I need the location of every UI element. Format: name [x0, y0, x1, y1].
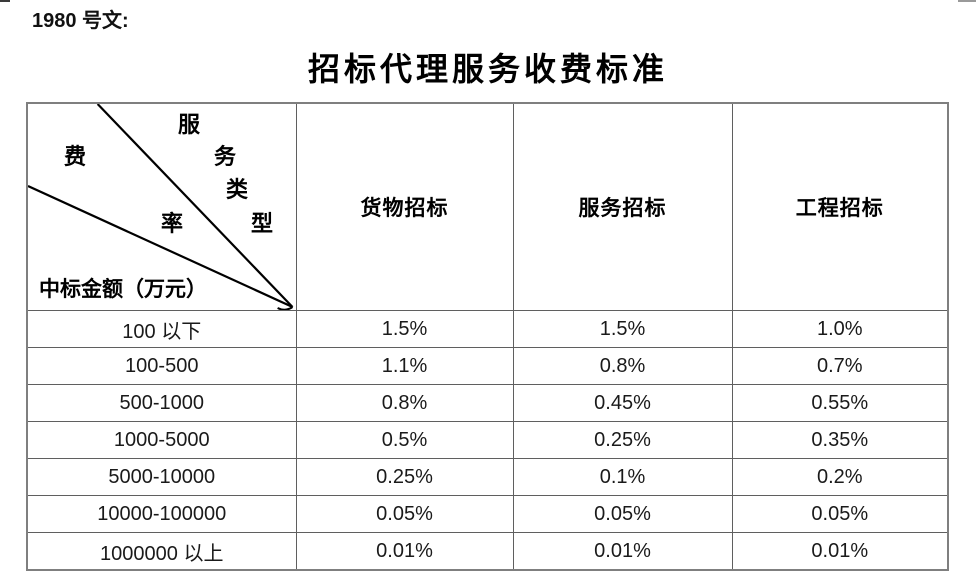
doc-number: 1980 号文: [32, 10, 129, 32]
rate-cell: 0.25% [512, 421, 733, 459]
page-title: 招标代理服务收费标准 [307, 51, 668, 87]
rate-cell: 0.45% [512, 384, 733, 422]
column-header-engineering-bidding: 工程招标 [731, 102, 949, 311]
fee-standard-table: 服 务 类 型 费 率 中标金额（万元） 货物招标 服务招标 工程招标 100 … [26, 102, 949, 571]
corner-label-service-type-char: 型 [251, 211, 274, 236]
table-row: 100-500 1.1% 0.8% 0.7% [26, 347, 949, 385]
corner-label-bid-amount: 中标金额（万元） [39, 277, 207, 301]
rate-cell: 1.5% [512, 310, 733, 348]
rate-cell: 0.05% [295, 495, 514, 533]
table-row: 500-1000 0.8% 0.45% 0.55% [26, 384, 949, 422]
corner-label-fee-rate-char: 率 [161, 211, 184, 236]
rate-cell: 0.7% [731, 347, 949, 385]
rate-cell: 0.01% [295, 532, 514, 571]
amount-bracket-cell: 10000-100000 [26, 495, 297, 533]
rate-cell: 1.5% [295, 310, 514, 348]
amount-bracket-cell: 1000000 以上 [26, 532, 297, 571]
amount-bracket-cell: 100 以下 [26, 310, 297, 348]
table-row: 10000-100000 0.05% 0.05% 0.05% [26, 495, 949, 533]
screen-edge-artifact-right [958, 0, 976, 2]
column-header-goods-bidding: 货物招标 [295, 102, 514, 311]
rate-cell: 0.25% [295, 458, 514, 496]
rate-cell: 0.35% [731, 421, 949, 459]
rate-cell: 1.1% [295, 347, 514, 385]
corner-label-service-type-char: 类 [226, 177, 249, 202]
rate-cell: 0.8% [512, 347, 733, 385]
table-row: 100 以下 1.5% 1.5% 1.0% [26, 310, 949, 348]
amount-bracket-cell: 500-1000 [26, 384, 297, 422]
column-header-service-bidding: 服务招标 [512, 102, 733, 311]
table-row: 1000000 以上 0.01% 0.01% 0.01% [26, 532, 949, 571]
corner-label-service-type-char: 务 [214, 144, 237, 169]
table-header-row: 服 务 类 型 费 率 中标金额（万元） 货物招标 服务招标 工程招标 [26, 102, 949, 311]
rate-cell: 0.01% [731, 532, 949, 571]
diagonal-divider-lines [28, 104, 294, 310]
rate-cell: 0.05% [731, 495, 949, 533]
diagonal-header-cell: 服 务 类 型 费 率 中标金额（万元） [26, 102, 297, 311]
rate-cell: 0.55% [731, 384, 949, 422]
rate-cell: 0.5% [295, 421, 514, 459]
rate-cell: 0.2% [731, 458, 949, 496]
corner-label-service-type-char: 服 [178, 112, 201, 137]
table-row: 5000-10000 0.25% 0.1% 0.2% [26, 458, 949, 496]
rate-cell: 1.0% [731, 310, 949, 348]
amount-bracket-cell: 5000-10000 [26, 458, 297, 496]
rate-cell: 0.1% [512, 458, 733, 496]
amount-bracket-cell: 100-500 [26, 347, 297, 385]
rate-cell: 0.01% [512, 532, 733, 571]
table-row: 1000-5000 0.5% 0.25% 0.35% [26, 421, 949, 459]
diagonal-line-tail [277, 306, 294, 310]
rate-cell: 0.8% [295, 384, 514, 422]
screen-edge-artifact-left [0, 0, 10, 2]
rate-cell: 0.05% [512, 495, 733, 533]
corner-label-fee-rate-char: 费 [64, 144, 87, 169]
amount-bracket-cell: 1000-5000 [26, 421, 297, 459]
